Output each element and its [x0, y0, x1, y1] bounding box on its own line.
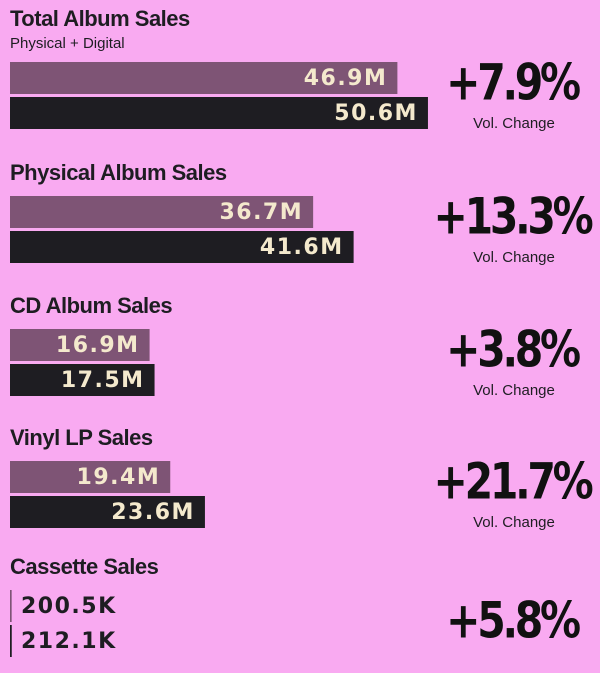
bar — [10, 196, 314, 228]
value-label: 16.9M — [56, 333, 140, 358]
value-label: 23.6M — [111, 500, 195, 525]
value-label: 46.9M — [304, 66, 388, 91]
panel-title: Cassette Sales — [10, 554, 159, 579]
change-note: Vol. Change — [473, 249, 555, 266]
value-label: 36.7M — [219, 200, 303, 225]
change-note: Vol. Change — [473, 514, 555, 531]
change-value: +21.7% — [434, 453, 593, 511]
value-label: 200.5K — [21, 594, 117, 619]
change-note: Vol. Change — [473, 382, 555, 399]
bar — [10, 364, 155, 396]
change-note: Vol. Change — [473, 115, 555, 132]
panel-title: CD Album Sales — [10, 293, 172, 318]
bar — [10, 231, 354, 263]
panel-title: Physical Album Sales — [10, 160, 227, 185]
bar — [10, 625, 12, 657]
bar — [10, 590, 12, 622]
value-label: 17.5M — [61, 368, 145, 393]
value-label: 212.1K — [21, 629, 117, 654]
bar — [10, 329, 150, 361]
panel-subtitle: Physical + Digital — [10, 35, 125, 52]
change-value: +3.8% — [446, 321, 580, 379]
value-label: 50.6M — [334, 101, 418, 126]
panel-title: Vinyl LP Sales — [10, 425, 153, 450]
value-label: 19.4M — [77, 465, 161, 490]
bar — [10, 496, 205, 528]
panel-title: Total Album Sales — [10, 6, 190, 31]
bar — [10, 62, 398, 94]
bar — [10, 97, 428, 129]
bar — [10, 461, 171, 493]
change-value: +7.9% — [446, 54, 580, 112]
change-value: +5.8% — [446, 592, 580, 650]
value-label: 41.6M — [260, 235, 344, 260]
change-value: +13.3% — [434, 188, 593, 246]
